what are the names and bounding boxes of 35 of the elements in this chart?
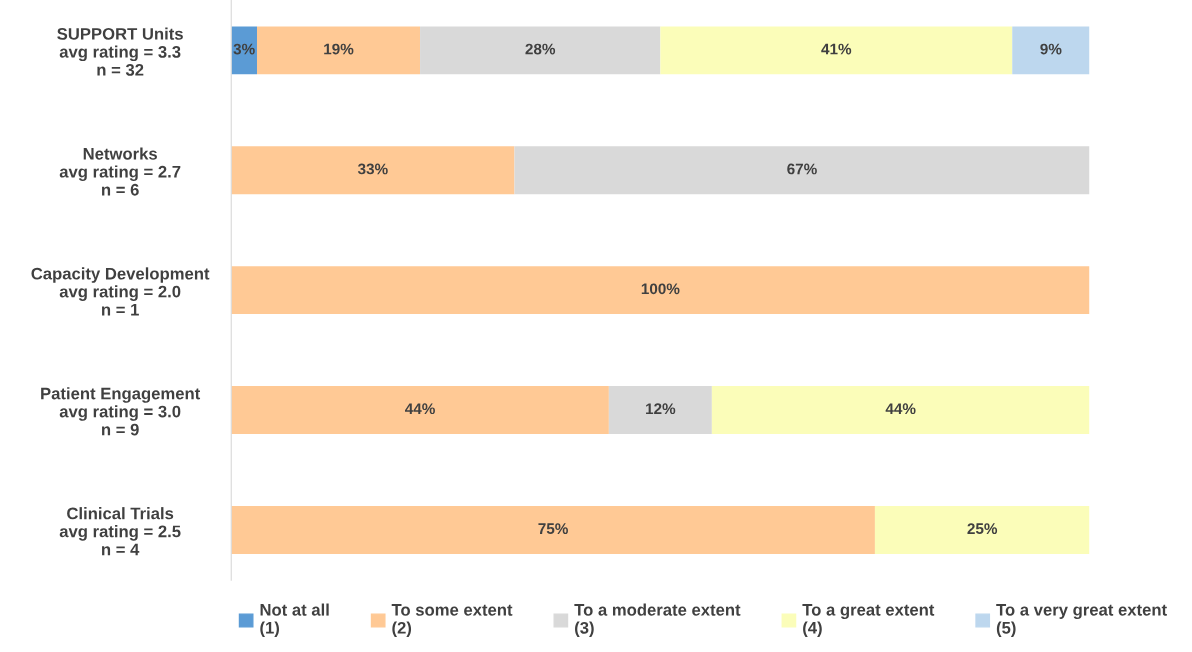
bar [420, 26, 661, 75]
data-label: 12% [646, 403, 676, 415]
legend-label: To a very great extent (5) [996, 604, 1167, 637]
data-label: 67% [787, 163, 817, 175]
bar [514, 146, 1090, 195]
data-label: 9% [1040, 43, 1062, 55]
legend-label: Not at all (1) [260, 603, 329, 637]
bar [660, 26, 1013, 75]
bar [231, 386, 609, 435]
bar [257, 26, 421, 75]
data-label: 28% [525, 43, 556, 55]
bar [1012, 26, 1090, 75]
legend-label: To a moderate extent (3) [574, 603, 741, 637]
data-label: 75% [538, 523, 568, 535]
y-tick-label: Capacity Development avg rating = 2.0 n = 1 [31, 267, 210, 316]
y-tick-label: SUPPORT Units avg rating = 3.3 n = 32 [57, 27, 183, 76]
data-label: 25% [967, 523, 998, 535]
legend-label: To a great extent (4) [802, 604, 935, 637]
data-label: 44% [885, 403, 916, 415]
bar [711, 386, 1090, 435]
bar [231, 505, 875, 554]
bar [231, 266, 1090, 315]
bar [608, 386, 712, 435]
y-tick-label: Clinical Trials avg rating = 2.5 n = 4 [59, 507, 181, 556]
y-tick-label: Patient Engagement avg rating = 3.0 n = 9 [41, 387, 201, 436]
bar [874, 505, 1090, 554]
bar [231, 146, 515, 195]
data-label: 41% [821, 43, 852, 55]
data-label: 44% [405, 403, 435, 415]
data-label: 3% [233, 43, 255, 55]
data-label: 19% [324, 43, 354, 55]
data-label: 100% [641, 283, 680, 295]
data-label: 33% [357, 163, 388, 175]
y-tick-label: Networks avg rating = 2.7 n = 6 [59, 147, 181, 196]
legend-label: To some extent (2) [391, 604, 513, 637]
